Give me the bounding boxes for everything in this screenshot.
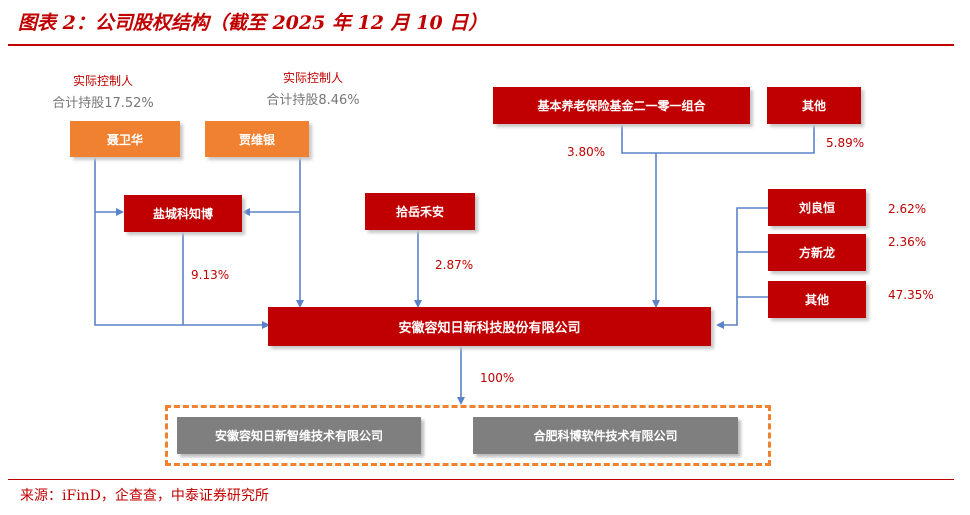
controller-1-role: 实际控制人 — [72, 74, 133, 88]
pct-other-right: 47.35% — [888, 288, 934, 302]
node-fang-xinlong: 方新龙 — [768, 234, 866, 271]
pct-subsidiaries: 100% — [480, 371, 515, 385]
node-other-right: 其他 — [768, 281, 866, 318]
footer-rule — [8, 479, 954, 480]
node-shiyue-hean: 拾岳禾安 — [365, 193, 475, 230]
figure-title: 图表 2：公司股权结构（截至 2025 年 12 月 10 日） — [18, 12, 488, 34]
node-nie-weihua: 聂卫华 — [70, 121, 180, 157]
node-jia-weiyin: 贾维银 — [205, 121, 309, 157]
node-other-top: 其他 — [767, 87, 861, 124]
node-yancheng-kezhibo: 盐城科知博 — [124, 195, 242, 232]
node-main-company: 安徽容知日新科技股份有限公司 — [268, 307, 711, 346]
controller-2-role: 实际控制人 — [282, 71, 343, 85]
pct-shiyue: 2.87% — [435, 258, 474, 272]
subsidiaries-group — [165, 405, 771, 466]
title-rule — [8, 44, 954, 46]
source-note: 来源：iFinD，企查查，中泰证券研究所 — [20, 488, 269, 504]
node-sub-zhiwei: 安徽容知日新智维技术有限公司 — [177, 417, 421, 454]
controller-2-holding: 合计持股8.46% — [266, 93, 360, 108]
pct-fang: 2.36% — [888, 235, 927, 249]
pct-yancheng: 9.13% — [191, 268, 230, 282]
node-liu-liangheng: 刘良恒 — [768, 189, 866, 226]
pct-pension: 3.80% — [567, 145, 606, 159]
pct-other-top: 5.89% — [826, 136, 865, 150]
controller-1-holding: 合计持股17.52% — [52, 96, 154, 111]
pct-liu: 2.62% — [888, 202, 927, 216]
node-sub-kebo: 合肥科博软件技术有限公司 — [473, 417, 738, 454]
node-pension-fund: 基本养老保险基金二一零一组合 — [493, 87, 750, 124]
